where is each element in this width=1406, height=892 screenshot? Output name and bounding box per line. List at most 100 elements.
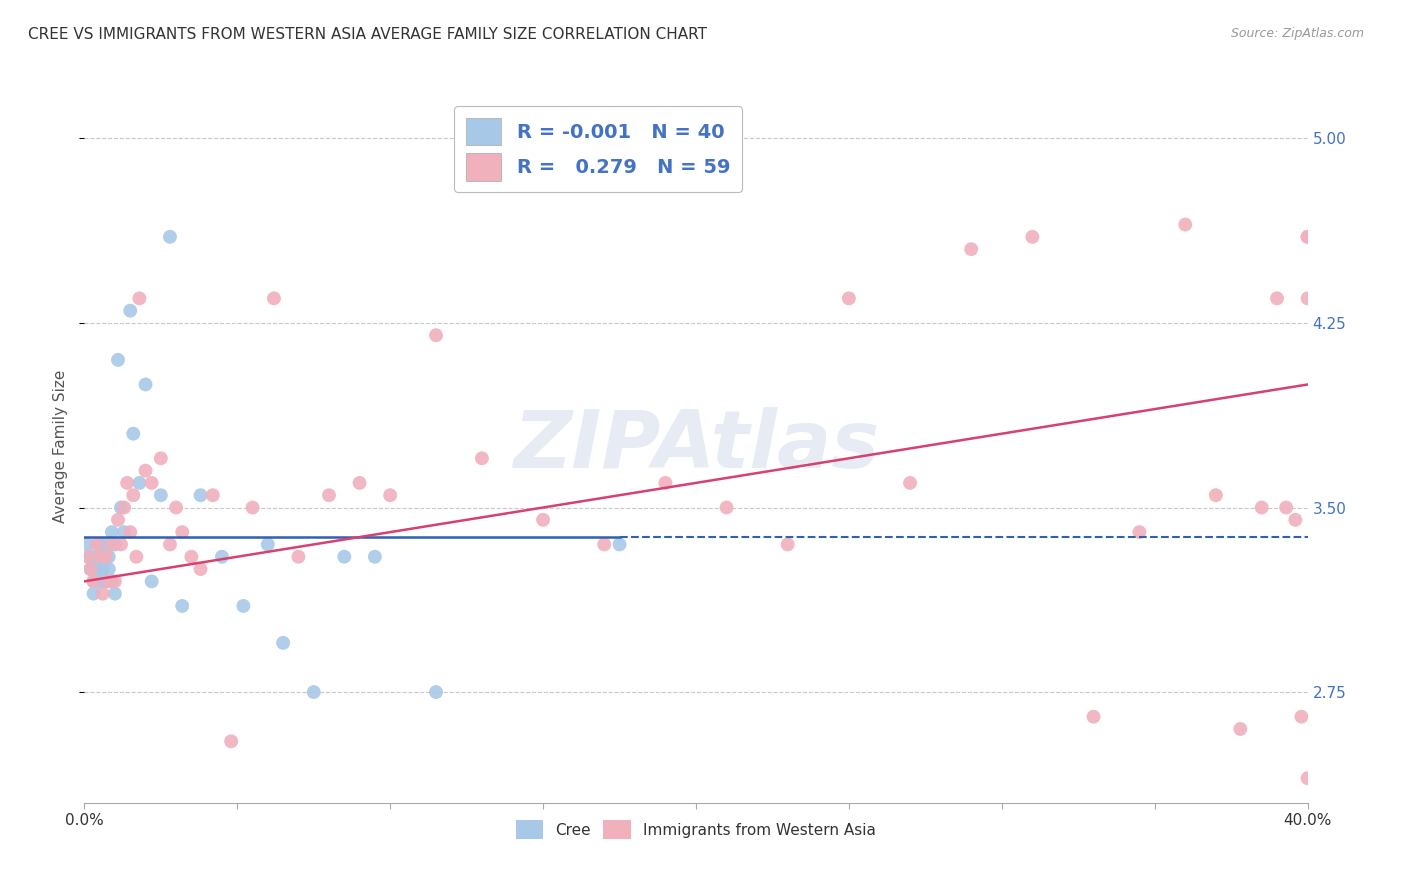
Point <box>79 562 101 576</box>
Point <box>263 291 285 305</box>
Point <box>125 549 148 564</box>
Legend: Cree, Immigrants from Western Asia: Cree, Immigrants from Western Asia <box>510 814 882 845</box>
Point <box>609 537 631 551</box>
Point <box>104 537 127 551</box>
Point <box>115 475 138 490</box>
Point <box>101 537 124 551</box>
Point <box>135 377 157 392</box>
Point <box>94 549 117 564</box>
Point <box>302 685 325 699</box>
Point <box>172 525 194 540</box>
Point <box>380 488 402 502</box>
Point <box>89 537 111 551</box>
Point <box>110 537 132 551</box>
Point <box>838 291 860 305</box>
Point <box>107 352 129 367</box>
Point <box>1250 500 1272 515</box>
Point <box>333 549 356 564</box>
Point <box>172 599 194 613</box>
Point <box>128 475 150 490</box>
Text: CREE VS IMMIGRANTS FROM WESTERN ASIA AVERAGE FAMILY SIZE CORRELATION CHART: CREE VS IMMIGRANTS FROM WESTERN ASIA AVE… <box>28 27 707 42</box>
Point <box>271 636 294 650</box>
Point <box>654 475 676 490</box>
Point <box>86 562 108 576</box>
Point <box>1083 709 1105 723</box>
Point <box>1265 291 1288 305</box>
Point <box>425 328 447 343</box>
Point <box>1296 230 1319 244</box>
Y-axis label: Average Family Size: Average Family Size <box>53 369 69 523</box>
Point <box>232 599 254 613</box>
Point <box>91 549 114 564</box>
Point <box>112 500 135 515</box>
Point <box>101 525 124 540</box>
Point <box>898 475 921 490</box>
Point <box>531 513 554 527</box>
Point <box>471 451 494 466</box>
Point <box>180 549 202 564</box>
Point <box>104 587 127 601</box>
Point <box>349 475 371 490</box>
Point <box>79 549 101 564</box>
Point <box>141 574 163 589</box>
Point <box>190 562 212 576</box>
Point <box>149 451 172 466</box>
Point <box>1296 230 1319 244</box>
Point <box>318 488 340 502</box>
Point <box>76 537 98 551</box>
Point <box>94 537 117 551</box>
Point <box>97 549 120 564</box>
Point <box>364 549 387 564</box>
Point <box>89 574 111 589</box>
Point <box>257 537 280 551</box>
Point <box>76 549 98 564</box>
Point <box>165 500 187 515</box>
Point <box>1275 500 1298 515</box>
Point <box>960 242 983 256</box>
Point <box>94 574 117 589</box>
Point <box>593 537 616 551</box>
Point <box>1128 525 1150 540</box>
Point <box>159 230 181 244</box>
Point <box>79 562 101 576</box>
Point <box>1205 488 1227 502</box>
Point <box>104 574 127 589</box>
Point <box>107 513 129 527</box>
Point <box>1291 709 1313 723</box>
Point <box>716 500 738 515</box>
Point <box>776 537 799 551</box>
Point <box>287 549 309 564</box>
Point <box>135 464 157 478</box>
Point <box>83 587 105 601</box>
Point <box>1284 513 1306 527</box>
Point <box>89 549 111 564</box>
Point <box>86 537 108 551</box>
Point <box>190 488 212 502</box>
Point <box>86 549 108 564</box>
Point <box>211 549 233 564</box>
Point <box>159 537 181 551</box>
Point <box>122 426 145 441</box>
Point <box>91 587 114 601</box>
Text: Source: ZipAtlas.com: Source: ZipAtlas.com <box>1230 27 1364 40</box>
Point <box>91 562 114 576</box>
Point <box>1229 722 1251 736</box>
Point <box>242 500 264 515</box>
Text: ZIPAtlas: ZIPAtlas <box>513 407 879 485</box>
Point <box>1021 230 1043 244</box>
Point <box>1174 218 1197 232</box>
Point <box>110 500 132 515</box>
Point <box>128 291 150 305</box>
Point <box>120 303 142 318</box>
Point <box>149 488 172 502</box>
Point <box>83 574 105 589</box>
Point <box>201 488 224 502</box>
Point <box>112 525 135 540</box>
Point <box>219 734 242 748</box>
Point <box>1296 771 1319 785</box>
Point <box>83 574 105 589</box>
Point <box>97 574 120 589</box>
Point <box>101 574 124 589</box>
Point <box>122 488 145 502</box>
Point <box>97 562 120 576</box>
